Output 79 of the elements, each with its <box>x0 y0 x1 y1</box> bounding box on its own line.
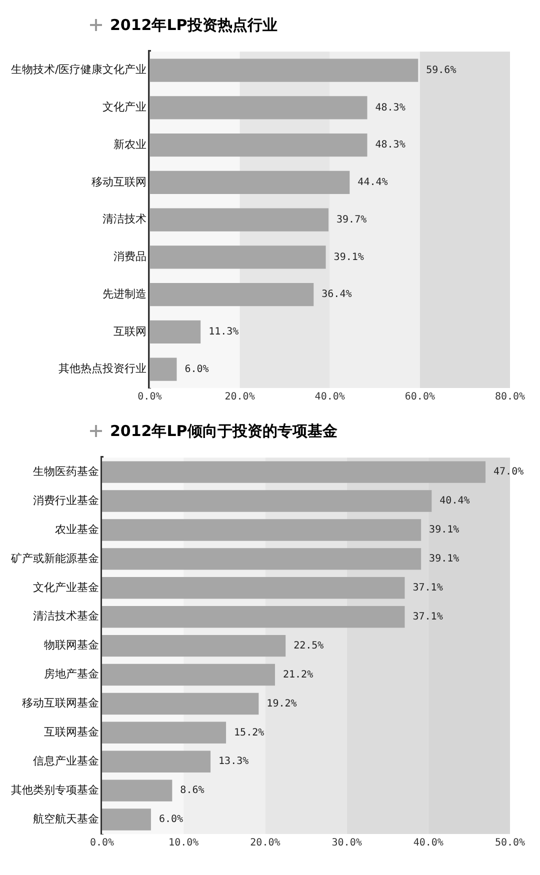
data-label: 48.3% <box>375 102 406 114</box>
data-label: 48.3% <box>375 140 406 151</box>
y-tick-label: 信息产业基金 <box>33 754 99 768</box>
bar <box>102 780 172 802</box>
bar <box>102 750 211 772</box>
bar <box>102 490 432 512</box>
y-tick-label: 房地产基金 <box>44 668 99 681</box>
bar <box>102 634 286 657</box>
x-tick-label: 0.0% <box>90 838 114 849</box>
bar <box>102 664 275 686</box>
y-tick-label: 清洁技术基金 <box>33 610 99 623</box>
y-tick-label: 新农业 <box>114 138 147 151</box>
y-tick-label: 文化产业基金 <box>33 580 99 594</box>
y-tick-label: 生物技术/医疗健康文化产业 <box>10 63 147 76</box>
x-tick-label: 20.0% <box>224 392 255 403</box>
bar <box>102 548 422 570</box>
x-tick-label: 10.0% <box>168 838 199 849</box>
data-label: 11.3% <box>208 326 239 338</box>
bar <box>102 461 486 483</box>
bar <box>102 722 226 744</box>
y-tick-label: 物联网基金 <box>44 638 99 652</box>
bar <box>102 808 151 830</box>
x-tick-label: 60.0% <box>404 392 435 403</box>
bar <box>102 606 405 628</box>
bar <box>150 358 177 381</box>
bar <box>150 58 418 82</box>
y-tick-label: 文化产业 <box>102 100 147 114</box>
x-tick-label: 0.0% <box>138 392 162 403</box>
x-tick-label: 30.0% <box>332 838 362 849</box>
data-label: 19.2% <box>266 698 297 710</box>
bar <box>150 282 314 306</box>
data-label: 21.2% <box>282 669 314 680</box>
chart-title: 2012年LP倾向于投资的专项基金 <box>110 422 338 440</box>
data-label: 8.6% <box>180 785 204 796</box>
x-tick-label: 40.0% <box>314 392 345 403</box>
bar <box>102 577 405 599</box>
bar <box>150 208 328 232</box>
y-tick-label: 农业基金 <box>55 522 99 536</box>
y-tick-label: 先进制造 <box>102 287 147 300</box>
bar <box>150 96 368 120</box>
data-label: 15.2% <box>234 727 264 738</box>
bar <box>150 320 201 344</box>
y-tick-label: 航空航天基金 <box>33 812 99 826</box>
data-label: 39.1% <box>429 524 460 536</box>
data-label: 37.1% <box>412 582 443 594</box>
y-tick-label: 消费品 <box>114 250 147 264</box>
data-label: 39.1% <box>334 252 364 263</box>
bar <box>150 246 326 269</box>
data-label: 22.5% <box>294 640 324 652</box>
y-tick-label: 消费行业基金 <box>33 494 99 507</box>
y-tick-label: 其他热点投资行业 <box>58 362 147 376</box>
data-label: 13.3% <box>218 756 249 768</box>
y-tick-label: 生物医药基金 <box>33 464 99 478</box>
x-tick-label: 50.0% <box>494 838 526 849</box>
y-tick-label: 互联网基金 <box>44 726 99 739</box>
data-label: 37.1% <box>412 611 443 622</box>
x-tick-label: 20.0% <box>250 838 280 849</box>
bar <box>102 692 259 715</box>
bar <box>150 170 350 194</box>
data-label: 59.6% <box>426 64 456 76</box>
x-tick-label: 40.0% <box>413 838 444 849</box>
y-tick-label: 互联网 <box>114 324 147 338</box>
data-label: 6.0% <box>184 364 209 375</box>
data-label: 40.4% <box>440 496 470 507</box>
data-label: 6.0% <box>158 814 184 826</box>
data-label: 39.1% <box>429 554 460 565</box>
y-tick-label: 移动互联网 <box>92 175 147 188</box>
data-label: 47.0% <box>494 466 524 478</box>
chart-title: 2012年LP投资热点行业 <box>110 16 278 34</box>
y-tick-label: 移动互联网基金 <box>22 696 99 710</box>
x-tick-label: 80.0% <box>494 392 526 403</box>
y-tick-label: 矿产或新能源基金 <box>10 552 99 565</box>
y-tick-label: 清洁技术 <box>102 212 147 226</box>
y-tick-label: 其他类别专项基金 <box>11 783 99 796</box>
data-label: 44.4% <box>358 177 388 188</box>
bar <box>150 133 368 157</box>
data-label: 39.7% <box>336 214 367 226</box>
data-label: 36.4% <box>322 289 352 300</box>
bar <box>102 519 422 541</box>
